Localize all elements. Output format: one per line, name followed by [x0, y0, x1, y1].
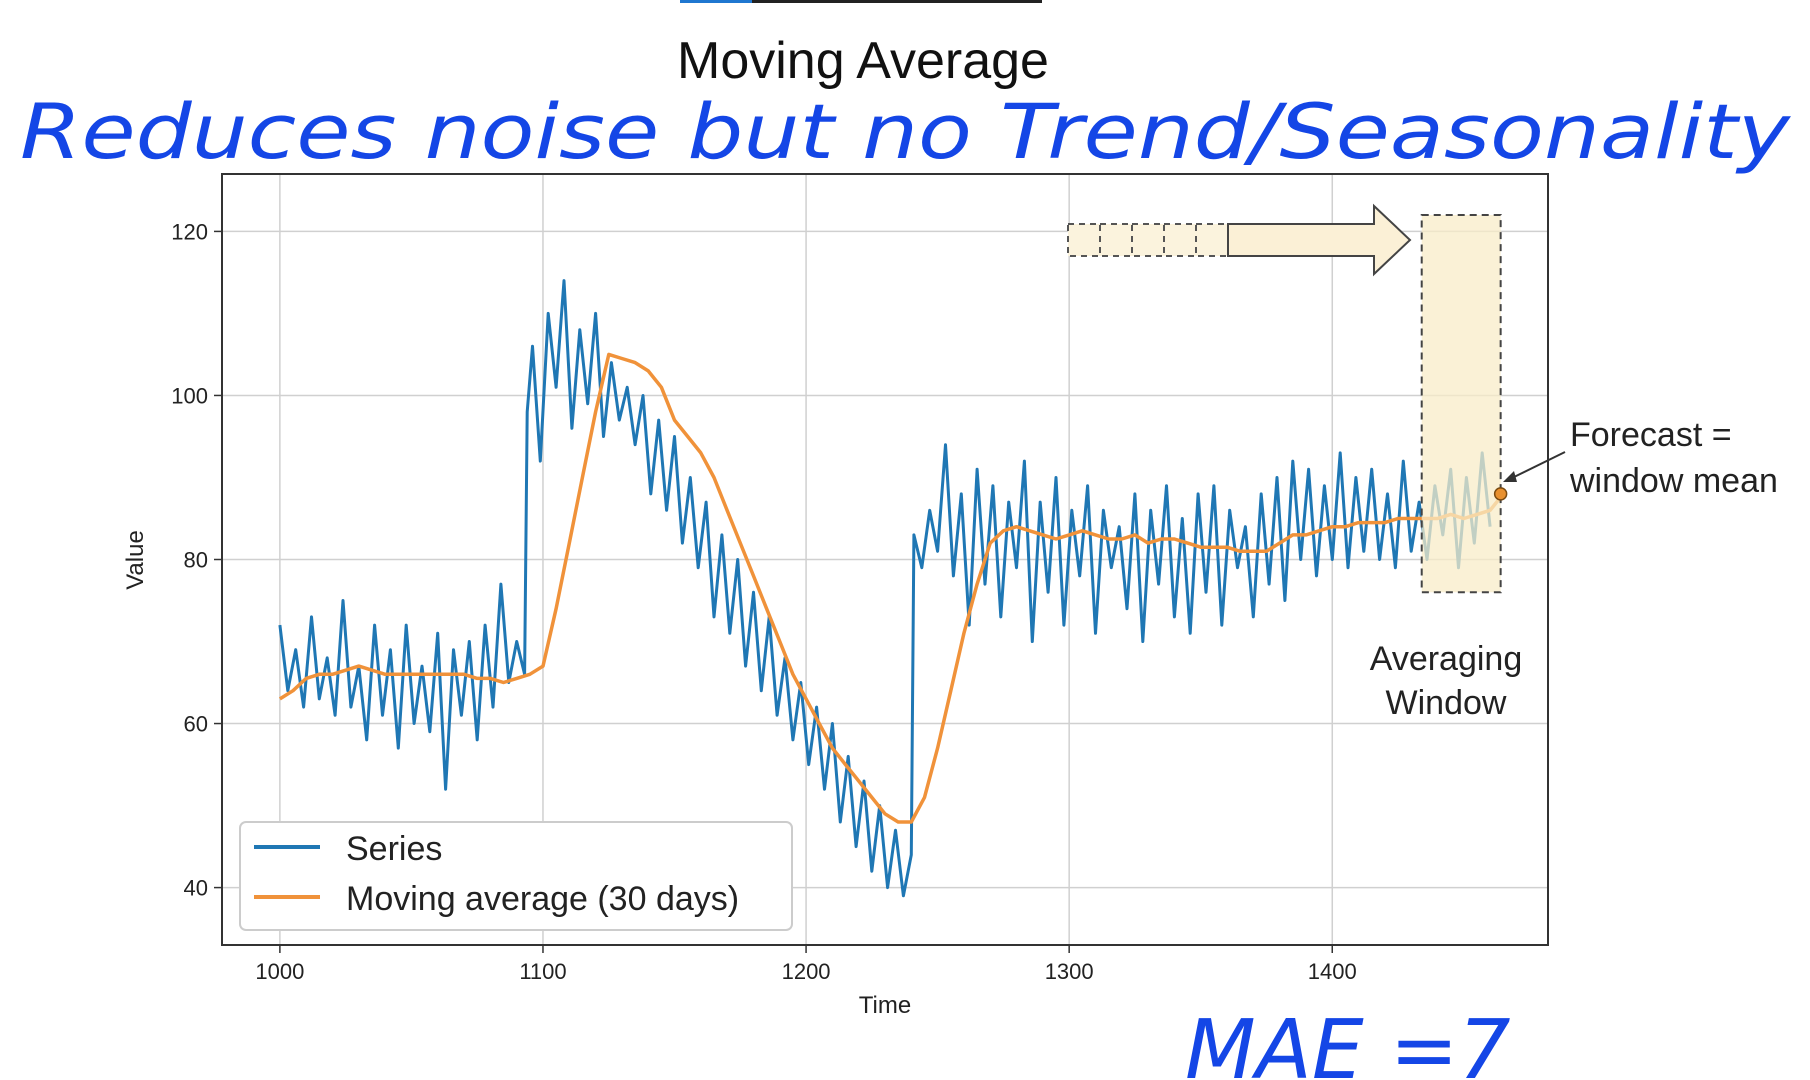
- y-tick-label-80: 80: [184, 548, 208, 573]
- arrow-ghost-box-3: [1131, 223, 1165, 257]
- handwritten-note: Reduces noise but no Trend/Seasonality: [20, 87, 1791, 176]
- x-tick-label-1400: 1400: [1308, 959, 1357, 984]
- averaging-window: [1420, 214, 1508, 594]
- y-tick-label-60: 60: [184, 712, 208, 737]
- x-tick-label-1000: 1000: [255, 959, 304, 984]
- x-tick-label-1100: 1100: [519, 959, 566, 984]
- y-tick-label-100: 100: [171, 383, 208, 408]
- forecast-pointer-arrow: [1511, 451, 1566, 479]
- y-tick-label-120: 120: [171, 219, 208, 244]
- legend-box: [239, 821, 793, 931]
- handwritten-mae: MAE =7: [1185, 1003, 1511, 1080]
- legend: Series Moving average (30 days): [239, 821, 793, 931]
- arrow-shape: [1227, 203, 1412, 277]
- header-dark-bar: [752, 0, 1042, 3]
- header-accent-bar: [680, 0, 752, 3]
- legend-label-series: Series: [346, 830, 442, 868]
- chart-title: Moving Average: [677, 32, 1049, 90]
- forecast-pointer-arrowhead: [1503, 471, 1517, 482]
- plot-area: [221, 173, 1549, 946]
- y-axis-label: Value: [122, 530, 149, 590]
- moving-average-line: [278, 352, 1505, 824]
- x-tick-label-1200: 1200: [782, 959, 831, 984]
- averaging-window-box: [1420, 214, 1502, 594]
- forecast-label-line1: Forecast =: [1570, 416, 1732, 454]
- window-label-line1: Averaging: [1370, 640, 1523, 678]
- forecast-label-line2: window mean: [1569, 462, 1778, 500]
- arrow-ghost-box-4: [1163, 223, 1197, 257]
- arrow-ghost-box-2: [1099, 223, 1133, 257]
- y-tick-label-40: 40: [184, 876, 208, 901]
- sliding-arrow: [1067, 203, 1412, 277]
- series-line: [278, 279, 1492, 898]
- arrow-ghost-box-5: [1195, 223, 1229, 257]
- arrow-ghost-box-1: [1067, 223, 1101, 257]
- axes: 1000 1100 1200 1300 1400 40 60 80 100 120: [171, 219, 1356, 984]
- window-label-line2: Window: [1386, 684, 1507, 722]
- x-axis-label: Time: [859, 992, 911, 1019]
- legend-label-moving-average: Moving average (30 days): [346, 880, 739, 918]
- x-tick-label-1300: 1300: [1045, 959, 1094, 984]
- forecast-point: [1493, 487, 1508, 501]
- series-layer: [278, 279, 1505, 898]
